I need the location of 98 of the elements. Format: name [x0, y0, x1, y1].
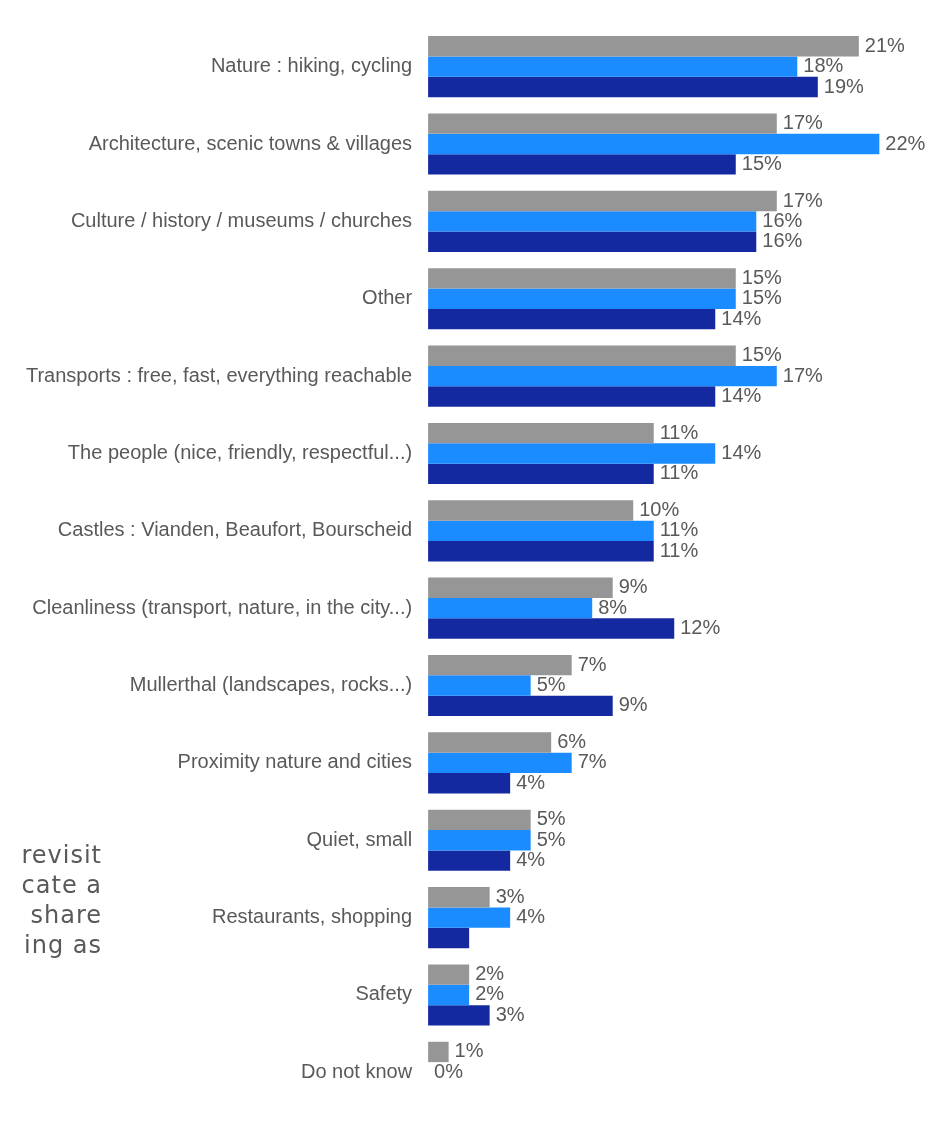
bar	[428, 211, 757, 232]
bar	[428, 154, 736, 175]
data-label: 14%	[721, 440, 762, 463]
bar	[428, 654, 572, 676]
y-tick-label: Other	[362, 286, 413, 309]
bar	[428, 308, 716, 330]
data-label: 14%	[721, 306, 762, 329]
y-tick-label: Safety	[355, 982, 413, 1005]
text: ing as	[23, 930, 102, 960]
y-tick-label: Mullerthal (landscapes, rocks...)	[129, 673, 413, 696]
bar	[428, 541, 654, 562]
bar	[428, 500, 634, 521]
bar	[428, 288, 736, 309]
y-tick-label: Proximity nature and cities	[177, 750, 413, 773]
data-label: 7%	[577, 652, 607, 675]
y-tick-label: Architecture, scenic towns & villages	[88, 131, 413, 154]
data-label: 3%	[495, 1002, 525, 1025]
text: revisit	[20, 840, 102, 870]
data-label: 0%	[434, 1059, 464, 1082]
data-label: 3%	[495, 884, 525, 907]
y-tick-label: Quiet, small	[306, 827, 413, 850]
text: share	[29, 900, 102, 930]
y-tick-label: Nature : hiking, cycling	[210, 54, 413, 77]
data-label: 9%	[618, 575, 648, 598]
data-label: 5%	[536, 673, 566, 696]
data-label: 8%	[598, 595, 628, 618]
data-label: 1%	[454, 1039, 484, 1062]
bar	[428, 577, 613, 598]
bar	[428, 752, 572, 774]
bar	[428, 695, 613, 717]
data-label: 4%	[516, 905, 546, 928]
data-label: 4%	[516, 770, 546, 793]
bar	[428, 830, 531, 851]
bar	[428, 365, 777, 387]
bar	[428, 56, 798, 77]
bar	[428, 386, 716, 407]
data-label: 7%	[577, 750, 607, 773]
bar	[428, 618, 675, 639]
data-label: 2%	[475, 982, 505, 1005]
data-label: 17%	[782, 111, 824, 134]
bar	[428, 809, 531, 831]
y-tick-label: Do not know	[300, 1059, 413, 1082]
data-label: 15%	[741, 151, 783, 174]
bar	[428, 76, 818, 98]
bar	[428, 345, 736, 366]
data-label: 11%	[659, 538, 699, 561]
data-label: 22%	[885, 131, 926, 154]
data-label: 4%	[516, 848, 546, 871]
bar	[428, 231, 757, 252]
y-tick-label: Castles : Vianden, Beaufort, Bourscheid	[57, 518, 413, 541]
bar	[428, 520, 654, 542]
data-label: 11%	[659, 518, 699, 541]
data-label: 15%	[741, 265, 783, 288]
data-label: 17%	[782, 363, 824, 386]
data-label: 15%	[741, 286, 783, 309]
bar	[428, 268, 736, 289]
data-label: 11%	[659, 461, 699, 484]
bar	[428, 773, 511, 794]
data-label: 11%	[659, 420, 699, 443]
data-label: 18%	[803, 54, 844, 77]
bar	[428, 887, 490, 908]
data-label: 5%	[536, 807, 566, 830]
bar	[428, 190, 777, 212]
bar	[428, 907, 511, 928]
data-label: 16%	[762, 229, 803, 252]
bar	[428, 675, 531, 696]
bar	[428, 133, 880, 155]
y-tick-label: Restaurants, shopping	[211, 905, 413, 928]
text: cate a	[20, 870, 102, 900]
y-tick-label: Transports : free, fast, everything reachable	[25, 363, 413, 386]
bar	[428, 964, 470, 985]
bar	[428, 36, 859, 57]
data-label: 21%	[864, 33, 906, 56]
data-label: 15%	[741, 343, 783, 366]
y-tick-label: The people (nice, friendly, respectful...)	[67, 440, 413, 463]
data-label: 9%	[618, 693, 648, 716]
bar	[428, 927, 470, 949]
bar	[428, 422, 654, 444]
y-tick-label: Cleanliness (transport, nature, in the city...)	[32, 595, 413, 618]
bar	[428, 732, 552, 753]
data-label: 6%	[557, 730, 587, 753]
bar	[428, 984, 470, 1006]
bar	[428, 1041, 449, 1063]
bar	[428, 1005, 490, 1026]
data-label: 2%	[475, 962, 505, 985]
data-label: 10%	[639, 497, 680, 520]
bar	[428, 463, 654, 485]
bar	[428, 443, 716, 464]
bar	[428, 113, 777, 134]
bar	[428, 597, 593, 619]
data-label: 16%	[762, 208, 803, 231]
data-label: 5%	[536, 827, 566, 850]
bar	[428, 850, 511, 871]
data-label: 17%	[782, 188, 824, 211]
y-tick-label: Culture / history / museums / churches	[70, 208, 413, 231]
data-label: 19%	[823, 74, 865, 97]
data-label: 12%	[680, 616, 721, 639]
data-label: 14%	[721, 383, 762, 406]
